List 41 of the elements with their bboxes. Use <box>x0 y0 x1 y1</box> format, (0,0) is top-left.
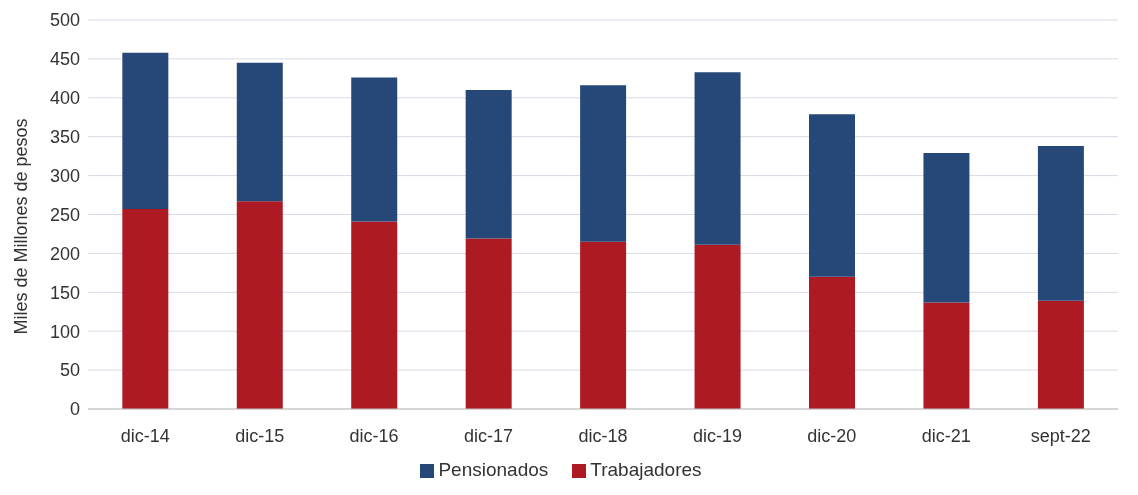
bar <box>465 238 512 409</box>
bar <box>236 201 283 409</box>
y-axis-title: Miles de Millones de pesos <box>11 118 32 335</box>
x-tick-label: dic-17 <box>464 425 514 446</box>
bar <box>923 153 970 303</box>
bar <box>809 114 855 277</box>
y-tick-label: 350 <box>49 127 80 148</box>
y-tick-label: 300 <box>49 165 80 186</box>
legend-label: Pensionados <box>438 459 549 480</box>
bar <box>236 62 283 202</box>
bar <box>465 90 512 239</box>
x-tick-label: dic-14 <box>120 425 170 446</box>
x-tick-label: dic-21 <box>921 425 971 446</box>
bar <box>122 52 169 210</box>
x-tick-label: dic-18 <box>578 425 628 446</box>
bar <box>809 276 855 409</box>
bar <box>694 72 741 245</box>
bar <box>1037 146 1084 301</box>
bar <box>694 244 741 409</box>
x-tick-label: dic-19 <box>692 425 742 446</box>
y-tick-label: 50 <box>59 360 80 381</box>
y-tick-label: 100 <box>49 321 80 342</box>
bar <box>351 77 398 222</box>
bar <box>580 85 627 242</box>
bar <box>580 241 627 409</box>
legend-label: Trabajadores <box>590 459 702 480</box>
y-tick-label: 200 <box>49 243 80 264</box>
bar <box>122 209 169 409</box>
x-tick-label: dic-20 <box>807 425 857 446</box>
x-tick-label: dic-16 <box>349 425 399 446</box>
bar <box>923 302 970 409</box>
y-tick-label: 500 <box>49 10 80 31</box>
y-tick-label: 400 <box>49 88 80 109</box>
y-tick-label: 150 <box>49 282 80 303</box>
bar <box>351 221 398 409</box>
x-tick-label: sept-22 <box>1030 425 1091 446</box>
bar <box>1037 300 1084 409</box>
x-tick-label: dic-15 <box>235 425 285 446</box>
y-tick-label: 450 <box>49 49 80 70</box>
y-tick-label: 0 <box>69 399 80 420</box>
y-tick-label: 250 <box>49 204 80 225</box>
